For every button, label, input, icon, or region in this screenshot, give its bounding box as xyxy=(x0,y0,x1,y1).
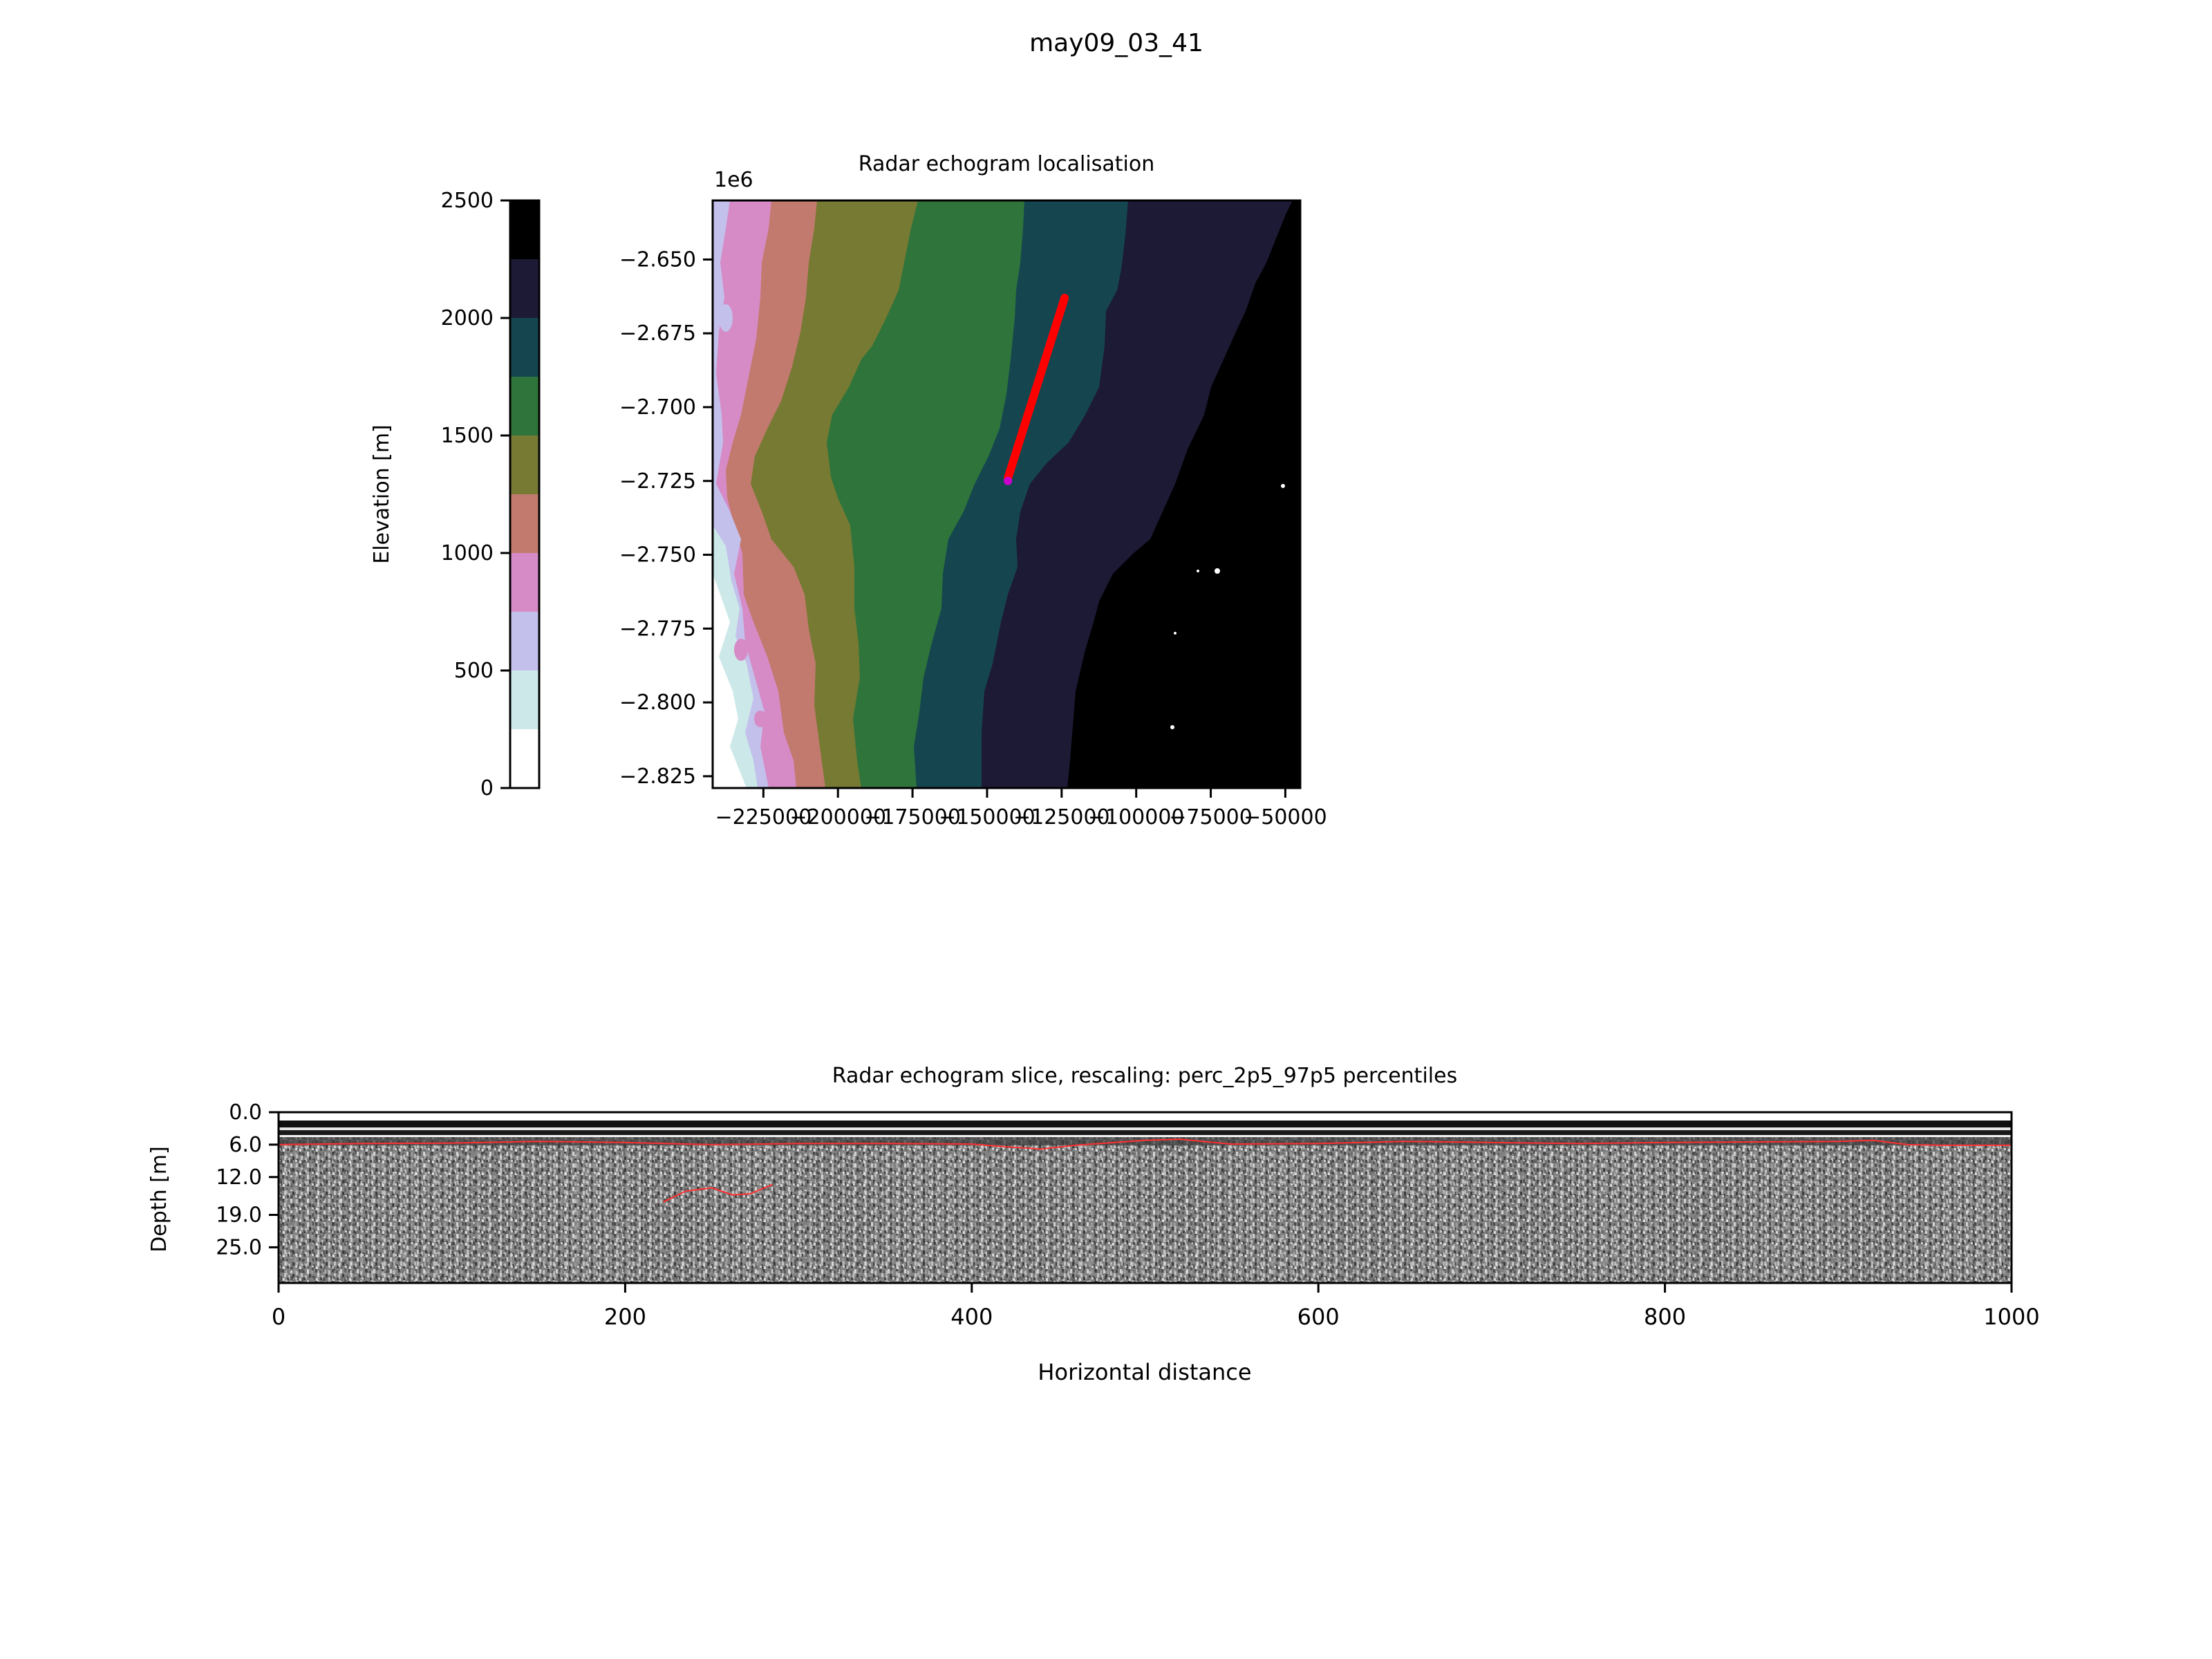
echogram-dark-band xyxy=(279,1130,2012,1135)
colorbar-swatch xyxy=(510,318,539,377)
map-y-tick-label: −2.725 xyxy=(619,469,696,494)
band-500-750-patch xyxy=(719,304,733,332)
echogram-ylabel: Depth [m] xyxy=(147,1146,171,1253)
map-x-tick-label: −150000 xyxy=(939,805,1035,830)
echogram-xlabel: Horizontal distance xyxy=(1038,1359,1251,1385)
colorbar-ticks: 0 500 1000 1500 2000 2500 xyxy=(441,189,510,800)
colorbar-swatch xyxy=(510,494,539,553)
map-y-offset-label: 1e6 xyxy=(714,168,753,192)
echogram-slice: Radar echogram slice, rescaling: perc_2p… xyxy=(147,1064,2040,1385)
map-title: Radar echogram localisation xyxy=(859,152,1154,176)
echogram-track-line xyxy=(1004,293,1069,482)
map-y-tick-label: −2.825 xyxy=(619,765,696,789)
nodata-speck xyxy=(1215,568,1220,574)
echogram-y-tick-label: 0.0 xyxy=(229,1100,262,1125)
map-x-tick-label: −225000 xyxy=(715,805,812,830)
echogram-light-band xyxy=(279,1135,2012,1137)
colorbar-tick-label: 1000 xyxy=(441,541,494,565)
map-x-tick-label: −75000 xyxy=(1169,805,1253,830)
map-x-tick-label: −50000 xyxy=(1244,805,1327,830)
echogram-image xyxy=(279,1112,2012,1283)
track-start-marker xyxy=(1004,476,1013,485)
nodata-speck xyxy=(1170,725,1174,729)
colorbar-swatch xyxy=(510,612,539,671)
echogram-x-tick-label: 800 xyxy=(1644,1304,1686,1330)
map-x-tick-label: −200000 xyxy=(789,805,886,830)
elevation-colorbar: 0 500 1000 1500 2000 2500 Elevation [m] xyxy=(370,189,541,800)
echogram-y-tick-label: 6.0 xyxy=(229,1133,262,1157)
map-frame xyxy=(711,199,1302,789)
band-750-1000-patch xyxy=(734,639,748,661)
map-y-tick-label: −2.700 xyxy=(619,395,696,420)
colorbar-tick-label: 0 xyxy=(480,776,494,800)
colorbar-label: Elevation [m] xyxy=(370,424,394,564)
elevation-raster xyxy=(713,200,1300,788)
colorbar-swatch xyxy=(510,435,539,494)
colorbar-swatch xyxy=(510,671,539,729)
nodata-speck xyxy=(1197,570,1199,572)
map-y-tick-label: −2.800 xyxy=(619,691,696,715)
colorbar-tick-label: 2000 xyxy=(441,306,494,330)
band-750-1000-patch xyxy=(754,711,767,727)
echogram-y-ticks: 0.0 6.0 12.0 19.0 25.0 xyxy=(216,1100,279,1259)
colorbar-frame xyxy=(509,199,541,789)
figure-title: may09_03_41 xyxy=(1029,29,1203,57)
map-x-ticks: −225000−200000−175000−150000−125000−1000… xyxy=(715,788,1327,830)
colorbar-swatch xyxy=(510,259,539,318)
map-x-tick-label: −175000 xyxy=(864,805,961,830)
colorbar-swatch xyxy=(510,200,539,259)
echogram-y-tick-label: 19.0 xyxy=(216,1203,262,1228)
echogram-y-tick-label: 25.0 xyxy=(216,1235,262,1259)
echogram-frame xyxy=(277,1111,2013,1284)
band-0-250 xyxy=(713,574,747,788)
map-x-tick-label: −125000 xyxy=(1013,805,1110,830)
colorbar-tick-label: 1500 xyxy=(441,424,494,448)
map-y-ticks: −2.650 −2.675 −2.700 −2.725 −2.750 −2.775 −2.8… xyxy=(619,247,713,789)
colorbar-tick-label: 2500 xyxy=(441,189,494,213)
localisation-map: Radar echogram localisation 1e6 xyxy=(619,152,1327,830)
surface-reflector-line xyxy=(279,1138,2012,1150)
map-y-tick-label: −2.650 xyxy=(619,247,696,272)
echogram-title: Radar echogram slice, rescaling: perc_2p… xyxy=(832,1064,1457,1088)
nodata-speck xyxy=(1281,484,1285,488)
deep-reflector-line xyxy=(663,1183,773,1203)
echogram-x-tick-label: 0 xyxy=(272,1304,285,1330)
colorbar-swatches xyxy=(510,200,539,788)
nodata-speck xyxy=(1174,632,1177,635)
echogram-x-tick-label: 1000 xyxy=(1983,1304,2039,1330)
echogram-x-tick-label: 400 xyxy=(950,1304,993,1330)
map-x-tick-label: −100000 xyxy=(1088,805,1185,830)
colorbar-tick-label: 500 xyxy=(454,659,494,683)
echogram-x-ticks: 0 200 400 600 800 1000 xyxy=(272,1283,2040,1330)
echogram-x-tick-label: 200 xyxy=(604,1304,646,1330)
map-y-tick-label: −2.675 xyxy=(619,321,696,346)
echogram-x-tick-label: 600 xyxy=(1297,1304,1340,1330)
echogram-light-band xyxy=(279,1127,2012,1130)
colorbar-swatch xyxy=(510,553,539,612)
echogram-dark-band xyxy=(279,1121,2012,1127)
echogram-top-band xyxy=(279,1112,2012,1121)
map-y-tick-label: −2.750 xyxy=(619,543,696,568)
colorbar-swatch xyxy=(510,729,539,788)
band-1000-1250-patch xyxy=(735,462,752,478)
echogram-y-tick-label: 12.0 xyxy=(216,1165,262,1190)
map-y-tick-label: −2.775 xyxy=(619,617,696,641)
colorbar-swatch xyxy=(510,377,539,435)
